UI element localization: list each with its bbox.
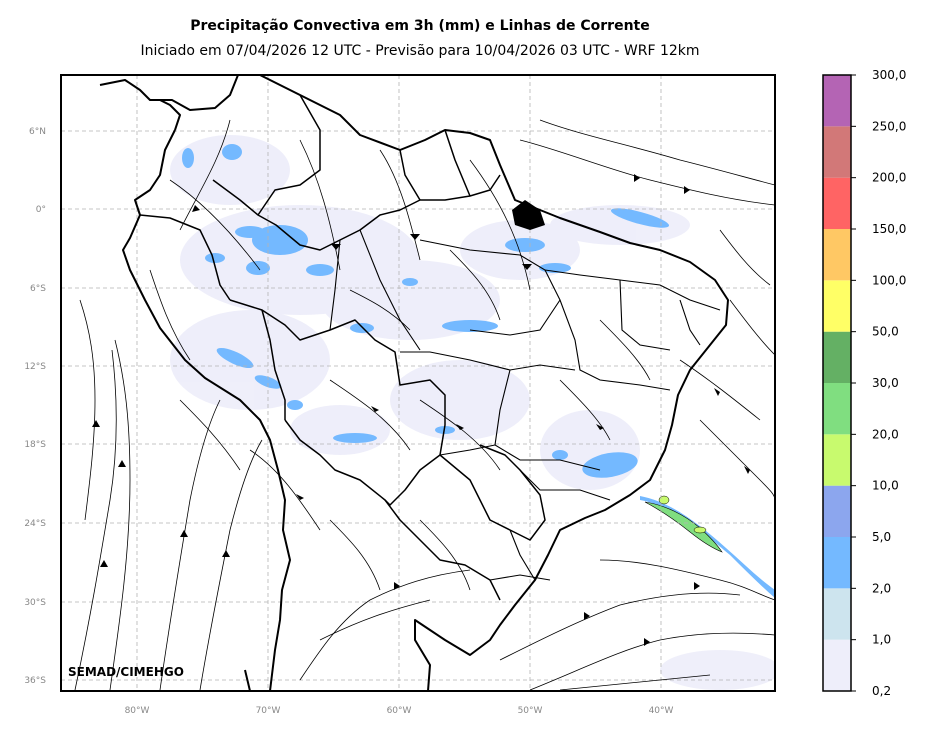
colorbar-swatch bbox=[823, 331, 851, 383]
colorbar-swatch bbox=[823, 75, 851, 127]
colorbar-swatch bbox=[823, 280, 851, 332]
lon-tick: 80°W bbox=[125, 706, 150, 716]
lat-tick: 18°S bbox=[24, 440, 46, 450]
colorbar-label: 300,0 bbox=[872, 68, 906, 82]
watermark: SEMAD/CIMEHGO bbox=[68, 665, 184, 679]
streamlines bbox=[74, 119, 775, 691]
lon-axis: 80°W 70°W 60°W 50°W 40°W bbox=[125, 706, 674, 716]
colorbar-swatch bbox=[823, 229, 851, 281]
lat-tick: 6°N bbox=[29, 127, 46, 137]
precip-front bbox=[640, 495, 775, 598]
colorbar-swatch bbox=[823, 126, 851, 178]
colorbar-swatch bbox=[823, 639, 851, 691]
lat-tick: 12°S bbox=[24, 362, 46, 372]
colorbar-label: 30,0 bbox=[872, 376, 899, 390]
colorbar-label: 250,0 bbox=[872, 119, 906, 133]
colorbar-swatch bbox=[823, 588, 851, 640]
lat-tick: 24°S bbox=[24, 519, 46, 529]
lat-tick: 6°S bbox=[30, 284, 46, 294]
lon-tick: 50°W bbox=[518, 706, 543, 716]
colorbar: 0,2 1,0 2,0 5,0 10,0 20,0 30,0 50,0 100,0 150,0 20… bbox=[822, 68, 906, 698]
colorbar-swatch bbox=[823, 383, 851, 435]
map-title: Precipitação Convectiva em 3h (mm) e Lin… bbox=[190, 18, 650, 34]
colorbar-swatch bbox=[823, 485, 851, 537]
lon-tick: 60°W bbox=[387, 706, 412, 716]
map-subtitle: Iniciado em 07/04/2026 12 UTC - Previsão… bbox=[140, 43, 700, 59]
colorbar-label: 50,0 bbox=[872, 325, 899, 339]
colorbar-label: 20,0 bbox=[872, 427, 899, 441]
lon-tick: 40°W bbox=[649, 706, 674, 716]
colorbar-label: 0,2 bbox=[872, 684, 891, 698]
colorbar-swatch bbox=[823, 434, 851, 486]
colorbar-swatch bbox=[823, 177, 851, 229]
colorbar-label: 2,0 bbox=[872, 581, 891, 595]
amazon-delta bbox=[512, 200, 545, 230]
lat-tick: 0° bbox=[36, 205, 46, 215]
map-frame bbox=[60, 74, 776, 692]
colorbar-swatch bbox=[823, 537, 851, 589]
colorbar-label: 100,0 bbox=[872, 273, 906, 287]
precip-moderate bbox=[182, 144, 670, 478]
colorbar-label: 1,0 bbox=[872, 633, 891, 647]
map-content: SEMAD/CIMEHGO bbox=[61, 75, 775, 691]
colorbar-label: 200,0 bbox=[872, 171, 906, 185]
streamline-arrows bbox=[92, 174, 750, 646]
precip-light bbox=[170, 135, 775, 690]
colorbar-label: 10,0 bbox=[872, 479, 899, 493]
coastline bbox=[99, 75, 729, 691]
colorbar-label: 5,0 bbox=[872, 530, 891, 544]
colorbar-label: 150,0 bbox=[872, 222, 906, 236]
state-borders bbox=[329, 229, 721, 581]
lat-axis: 6°N 0° 6°S 12°S 18°S 24°S 30°S 36°S bbox=[24, 127, 46, 686]
lat-tick: 36°S bbox=[24, 676, 46, 686]
lat-tick: 30°S bbox=[24, 598, 46, 608]
lon-tick: 70°W bbox=[256, 706, 281, 716]
